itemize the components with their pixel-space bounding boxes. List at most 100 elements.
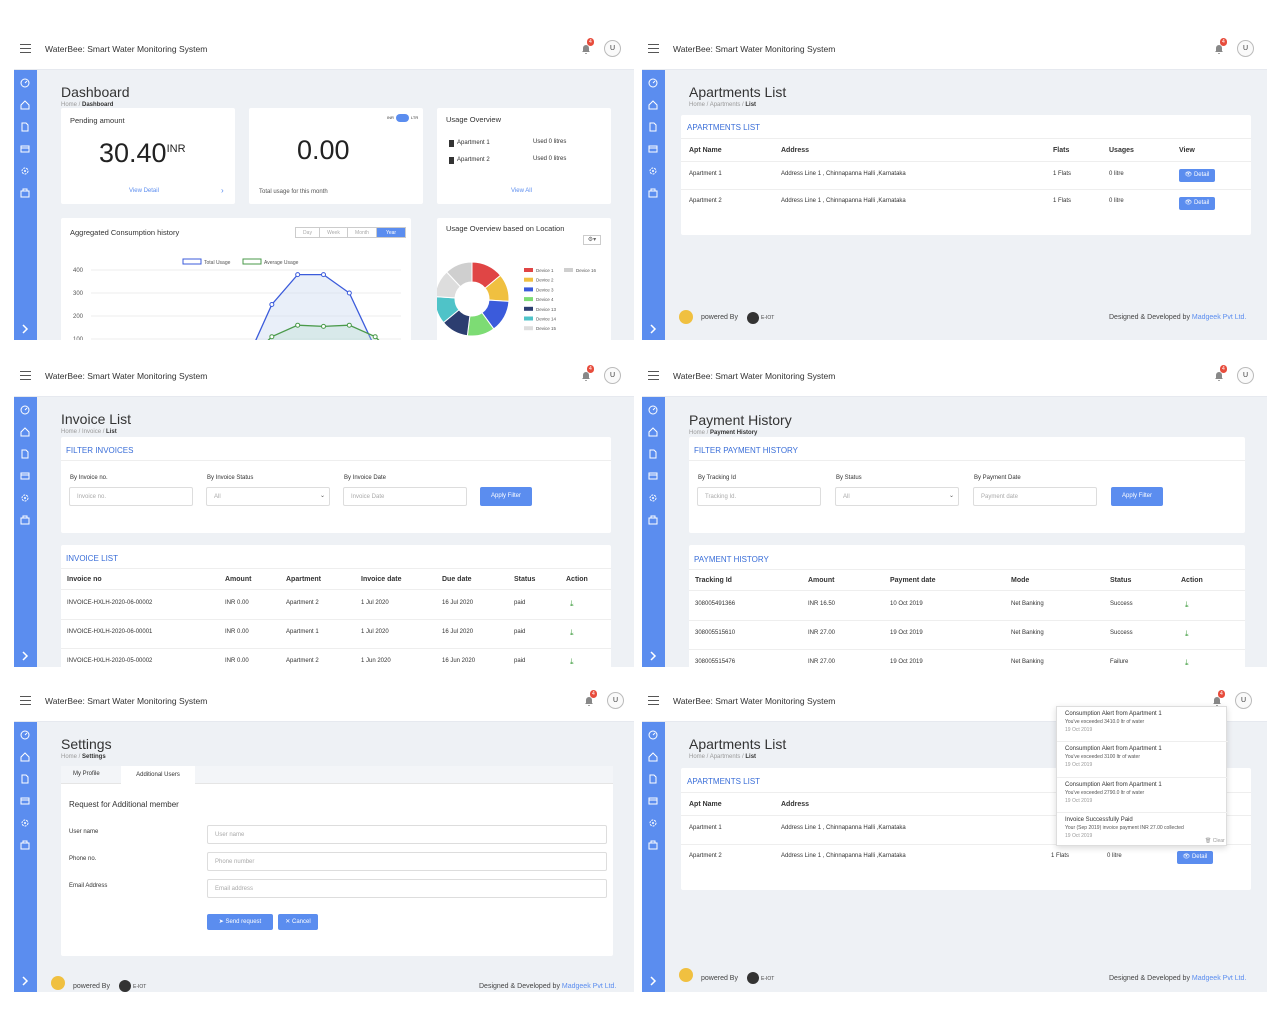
menu-icon[interactable] <box>648 696 659 705</box>
notification-item[interactable]: Invoice Successfully Paid Your (Sep 2019… <box>1065 817 1184 839</box>
dashboard-icon[interactable] <box>648 730 658 740</box>
card-icon[interactable] <box>20 144 30 154</box>
briefcase-icon[interactable] <box>648 188 658 198</box>
card-icon[interactable] <box>648 796 658 806</box>
bell-icon[interactable]: 4 <box>1214 365 1227 381</box>
clear-button[interactable]: 🗑 Clear <box>1205 838 1225 844</box>
document-icon[interactable] <box>20 449 30 459</box>
gear-icon[interactable] <box>20 493 30 503</box>
menu-icon[interactable] <box>648 371 659 380</box>
notification-badge: 4 <box>1220 365 1227 373</box>
chevron-right-icon[interactable]: › <box>221 186 224 195</box>
avatar[interactable]: U <box>604 367 621 384</box>
download-icon[interactable]: ⤓ <box>1185 658 1189 667</box>
avatar[interactable]: U <box>607 692 624 709</box>
menu-icon[interactable] <box>20 696 31 705</box>
notification-item[interactable]: Consumption Alert from Apartment 1 You'v… <box>1065 711 1162 733</box>
download-icon[interactable]: ⤓ <box>570 599 574 608</box>
briefcase-icon[interactable] <box>648 840 658 850</box>
tab-week[interactable]: Week <box>320 228 348 237</box>
bell-icon[interactable]: 4 <box>1214 38 1227 54</box>
card-icon[interactable] <box>648 471 658 481</box>
home-icon[interactable] <box>648 752 658 762</box>
home-icon[interactable] <box>20 427 30 437</box>
briefcase-icon[interactable] <box>20 188 30 198</box>
avatar[interactable]: U <box>1237 40 1254 57</box>
email-input[interactable]: Email address <box>207 879 607 898</box>
detail-button[interactable]: 👁 Detail <box>1177 851 1213 864</box>
document-icon[interactable] <box>648 774 658 784</box>
send-request-button[interactable]: ➤ Send request <box>207 914 273 930</box>
document-icon[interactable] <box>20 774 30 784</box>
document-icon[interactable] <box>648 449 658 459</box>
status-select[interactable]: All <box>206 487 330 506</box>
chevron-right-icon[interactable] <box>20 651 30 661</box>
dashboard-icon[interactable] <box>20 730 30 740</box>
bell-icon[interactable]: 4 <box>581 38 594 54</box>
menu-icon[interactable] <box>20 44 31 53</box>
detail-button[interactable]: 👁 Detail <box>1179 169 1215 182</box>
home-icon[interactable] <box>20 752 30 762</box>
gear-icon[interactable]: ⚙▾ <box>583 235 601 245</box>
notification-item[interactable]: Consumption Alert from Apartment 1 You'v… <box>1065 746 1162 768</box>
avatar[interactable]: U <box>604 40 621 57</box>
menu-icon[interactable] <box>20 371 31 380</box>
home-icon[interactable] <box>648 100 658 110</box>
chevron-right-icon[interactable] <box>648 324 658 334</box>
apply-filter-button[interactable]: Apply Filter <box>480 487 532 506</box>
document-icon[interactable] <box>20 122 30 132</box>
card-icon[interactable] <box>648 144 658 154</box>
invoice-no-input[interactable]: Invoice no. <box>69 487 193 506</box>
menu-icon[interactable] <box>648 44 659 53</box>
bell-icon[interactable]: 4 <box>584 690 597 706</box>
dashboard-icon[interactable] <box>20 405 30 415</box>
document-icon[interactable] <box>648 122 658 132</box>
chevron-right-icon[interactable] <box>648 651 658 661</box>
dashboard-icon[interactable] <box>20 78 30 88</box>
chevron-right-icon[interactable] <box>648 976 658 986</box>
apartments-content: Apartments List Home / Apartments / List… <box>665 70 1267 340</box>
home-icon[interactable] <box>648 427 658 437</box>
invoice-date-input[interactable]: Invoice Date <box>343 487 467 506</box>
card-icon[interactable] <box>20 471 30 481</box>
tab-year[interactable]: Year <box>377 228 405 237</box>
chevron-right-icon[interactable] <box>20 324 30 334</box>
download-icon[interactable]: ⤓ <box>570 628 574 637</box>
tracking-id-input[interactable]: Tracking Id. <box>697 487 821 506</box>
download-icon[interactable]: ⤓ <box>1185 600 1189 609</box>
gear-icon[interactable] <box>20 166 30 176</box>
cancel-button[interactable]: ✕ Cancel <box>278 914 318 930</box>
briefcase-icon[interactable] <box>20 515 30 525</box>
dashboard-icon[interactable] <box>648 405 658 415</box>
currency-toggle[interactable]: INR LTR <box>387 114 419 122</box>
chevron-right-icon[interactable] <box>20 976 30 986</box>
notification-item[interactable]: Consumption Alert from Apartment 1 You'v… <box>1065 782 1162 804</box>
bell-icon[interactable]: 4 <box>1212 690 1225 706</box>
dashboard-icon[interactable] <box>648 78 658 88</box>
detail-button[interactable]: 👁 Detail <box>1179 197 1215 210</box>
bell-icon[interactable]: 4 <box>581 365 594 381</box>
avatar[interactable]: U <box>1235 692 1252 709</box>
view-detail-link[interactable]: View Detail <box>129 188 159 194</box>
view-all-link[interactable]: View All <box>511 188 532 194</box>
download-icon[interactable]: ⤓ <box>570 657 574 666</box>
tab-my-profile[interactable]: My Profile <box>73 771 100 777</box>
payment-date-input[interactable]: Payment date <box>973 487 1097 506</box>
gear-icon[interactable] <box>20 818 30 828</box>
gear-icon[interactable] <box>648 166 658 176</box>
status-select[interactable]: All <box>835 487 959 506</box>
gear-icon[interactable] <box>648 493 658 503</box>
user-name-input[interactable]: User name <box>207 825 607 844</box>
home-icon[interactable] <box>20 100 30 110</box>
gear-icon[interactable] <box>648 818 658 828</box>
avatar[interactable]: U <box>1237 367 1254 384</box>
phone-input[interactable]: Phone number <box>207 852 607 871</box>
briefcase-icon[interactable] <box>648 515 658 525</box>
briefcase-icon[interactable] <box>20 840 30 850</box>
download-icon[interactable]: ⤓ <box>1185 629 1189 638</box>
tab-day[interactable]: Day <box>296 228 320 237</box>
card-icon[interactable] <box>20 796 30 806</box>
apply-filter-button[interactable]: Apply Filter <box>1111 487 1163 506</box>
tab-month[interactable]: Month <box>348 228 377 237</box>
tab-additional-users[interactable]: Additional Users <box>121 766 195 785</box>
